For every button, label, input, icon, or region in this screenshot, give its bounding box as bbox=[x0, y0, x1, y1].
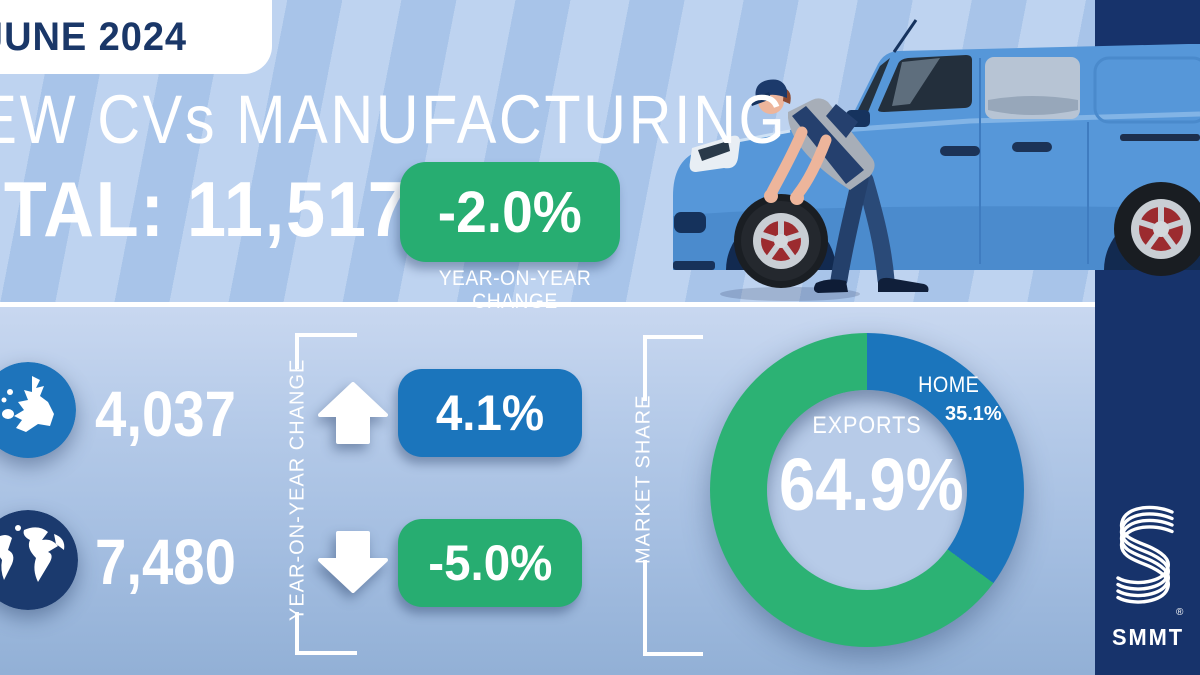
date-badge: JUNE 2024 bbox=[0, 0, 272, 74]
registered-mark: ® bbox=[1176, 607, 1184, 618]
total-yoy-change-caption: YEAR-ON-YEAR CHANGE bbox=[438, 267, 592, 314]
uk-map-icon bbox=[0, 362, 76, 458]
home-units-value: 4,037 bbox=[95, 378, 236, 450]
donut-home-value: 35.1% bbox=[945, 403, 1002, 425]
market-share-bracket-bottom-arm bbox=[643, 652, 703, 656]
globe-icon bbox=[0, 510, 78, 610]
total-yoy-change-value: -2.0% bbox=[438, 179, 582, 245]
yoy-bracket-top-arm bbox=[295, 333, 357, 337]
donut-home-label: HOME bbox=[918, 372, 980, 397]
exports-units-value: 7,480 bbox=[95, 526, 236, 598]
market-share-bracket-top-arm bbox=[643, 335, 703, 339]
yoy-bracket-top-stub bbox=[295, 333, 299, 369]
section-divider bbox=[0, 302, 1095, 307]
mechanic-figure bbox=[720, 79, 929, 301]
yoy-bracket-label: YEAR-ON-YEAR CHANGE bbox=[286, 358, 309, 622]
home-yoy-change-box: 4.1% bbox=[398, 369, 582, 457]
market-share-bracket-top-stub bbox=[643, 335, 647, 401]
page-title: NEW CVs MANUFACTURING bbox=[0, 81, 788, 158]
home-yoy-change-value: 4.1% bbox=[435, 385, 545, 441]
market-share-bracket-bottom-stub bbox=[643, 560, 647, 656]
van-illustration bbox=[673, 19, 1200, 301]
donut-exports-value: 64.9% bbox=[779, 443, 964, 526]
total-figure: TOTAL: 11,517 bbox=[0, 165, 409, 253]
down-arrow-icon bbox=[318, 531, 388, 593]
yoy-bracket-bottom-arm bbox=[295, 651, 357, 655]
yoy-bracket-bottom-stub bbox=[295, 612, 299, 655]
exports-yoy-change-value: -5.0% bbox=[427, 535, 553, 591]
smmt-logo-icon: ® bbox=[1116, 505, 1184, 618]
rear-wheel bbox=[1114, 182, 1200, 276]
smmt-wordmark: SMMT bbox=[1112, 624, 1184, 650]
up-arrow-icon bbox=[318, 382, 388, 444]
market-share-donut-hole bbox=[767, 390, 967, 590]
donut-exports-label: EXPORTS bbox=[812, 412, 922, 439]
date-badge-text: JUNE 2024 bbox=[0, 14, 188, 59]
exports-yoy-change-box: -5.0% bbox=[398, 519, 582, 607]
total-yoy-change-box: -2.0% bbox=[400, 162, 620, 262]
loose-wheel bbox=[734, 194, 828, 288]
market-share-bracket-label: MARKET SHARE bbox=[632, 394, 655, 564]
